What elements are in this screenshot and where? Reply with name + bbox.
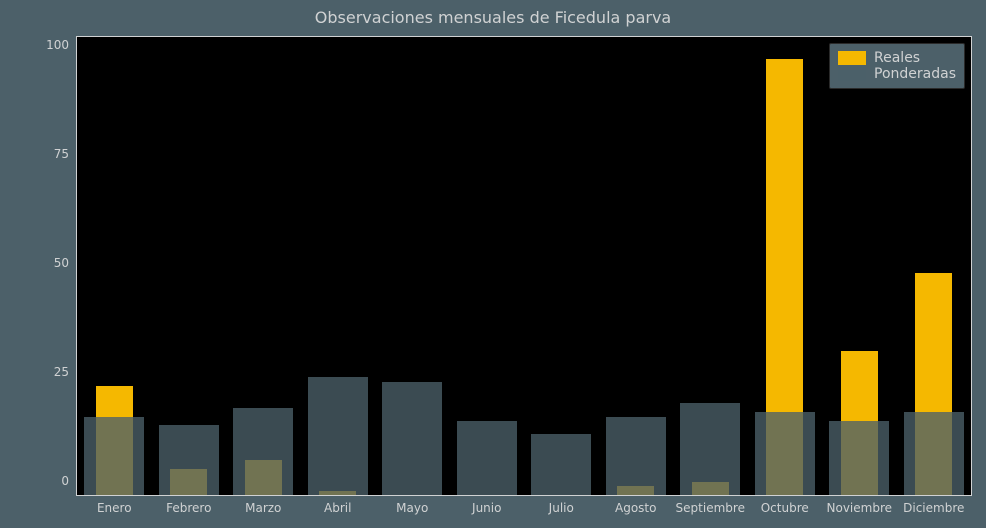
x-tick-label: Julio — [549, 495, 574, 515]
y-tick-label: 25 — [54, 365, 77, 379]
legend-label: Ponderadas — [874, 66, 956, 82]
x-tick-label: Noviembre — [827, 495, 893, 515]
legend: RealesPonderadas — [829, 43, 965, 89]
x-tick-label: Agosto — [615, 495, 656, 515]
chart-title: Observaciones mensuales de Ficedula parv… — [0, 8, 986, 27]
bar-ponderadas — [829, 421, 889, 495]
figure: Observaciones mensuales de Ficedula parv… — [0, 0, 986, 528]
bar-ponderadas — [382, 382, 442, 495]
legend-label: Reales — [874, 50, 920, 66]
x-tick-label: Mayo — [396, 495, 428, 515]
x-tick-label: Marzo — [245, 495, 281, 515]
bar-ponderadas — [84, 417, 144, 496]
bar-ponderadas — [904, 412, 964, 495]
plot-area: 0255075100EneroFebreroMarzoAbrilMayoJuni… — [76, 36, 972, 496]
x-tick-label: Septiembre — [676, 495, 745, 515]
legend-item: Reales — [838, 50, 956, 66]
y-tick-label: 50 — [54, 256, 77, 270]
legend-item: Ponderadas — [838, 66, 956, 82]
bar-ponderadas — [457, 421, 517, 495]
x-tick-label: Abril — [324, 495, 351, 515]
legend-swatch — [838, 67, 866, 81]
y-tick-label: 75 — [54, 147, 77, 161]
y-tick-label: 100 — [46, 38, 77, 52]
x-tick-label: Junio — [472, 495, 501, 515]
bar-ponderadas — [755, 412, 815, 495]
bar-ponderadas — [680, 403, 740, 495]
x-tick-label: Enero — [97, 495, 132, 515]
bar-ponderadas — [531, 434, 591, 495]
x-tick-label: Octubre — [761, 495, 809, 515]
x-tick-label: Diciembre — [903, 495, 964, 515]
bar-ponderadas — [233, 408, 293, 495]
x-tick-label: Febrero — [166, 495, 211, 515]
bar-ponderadas — [308, 377, 368, 495]
bar-ponderadas — [606, 417, 666, 496]
legend-swatch — [838, 51, 866, 65]
y-tick-label: 0 — [61, 474, 77, 488]
bar-ponderadas — [159, 425, 219, 495]
